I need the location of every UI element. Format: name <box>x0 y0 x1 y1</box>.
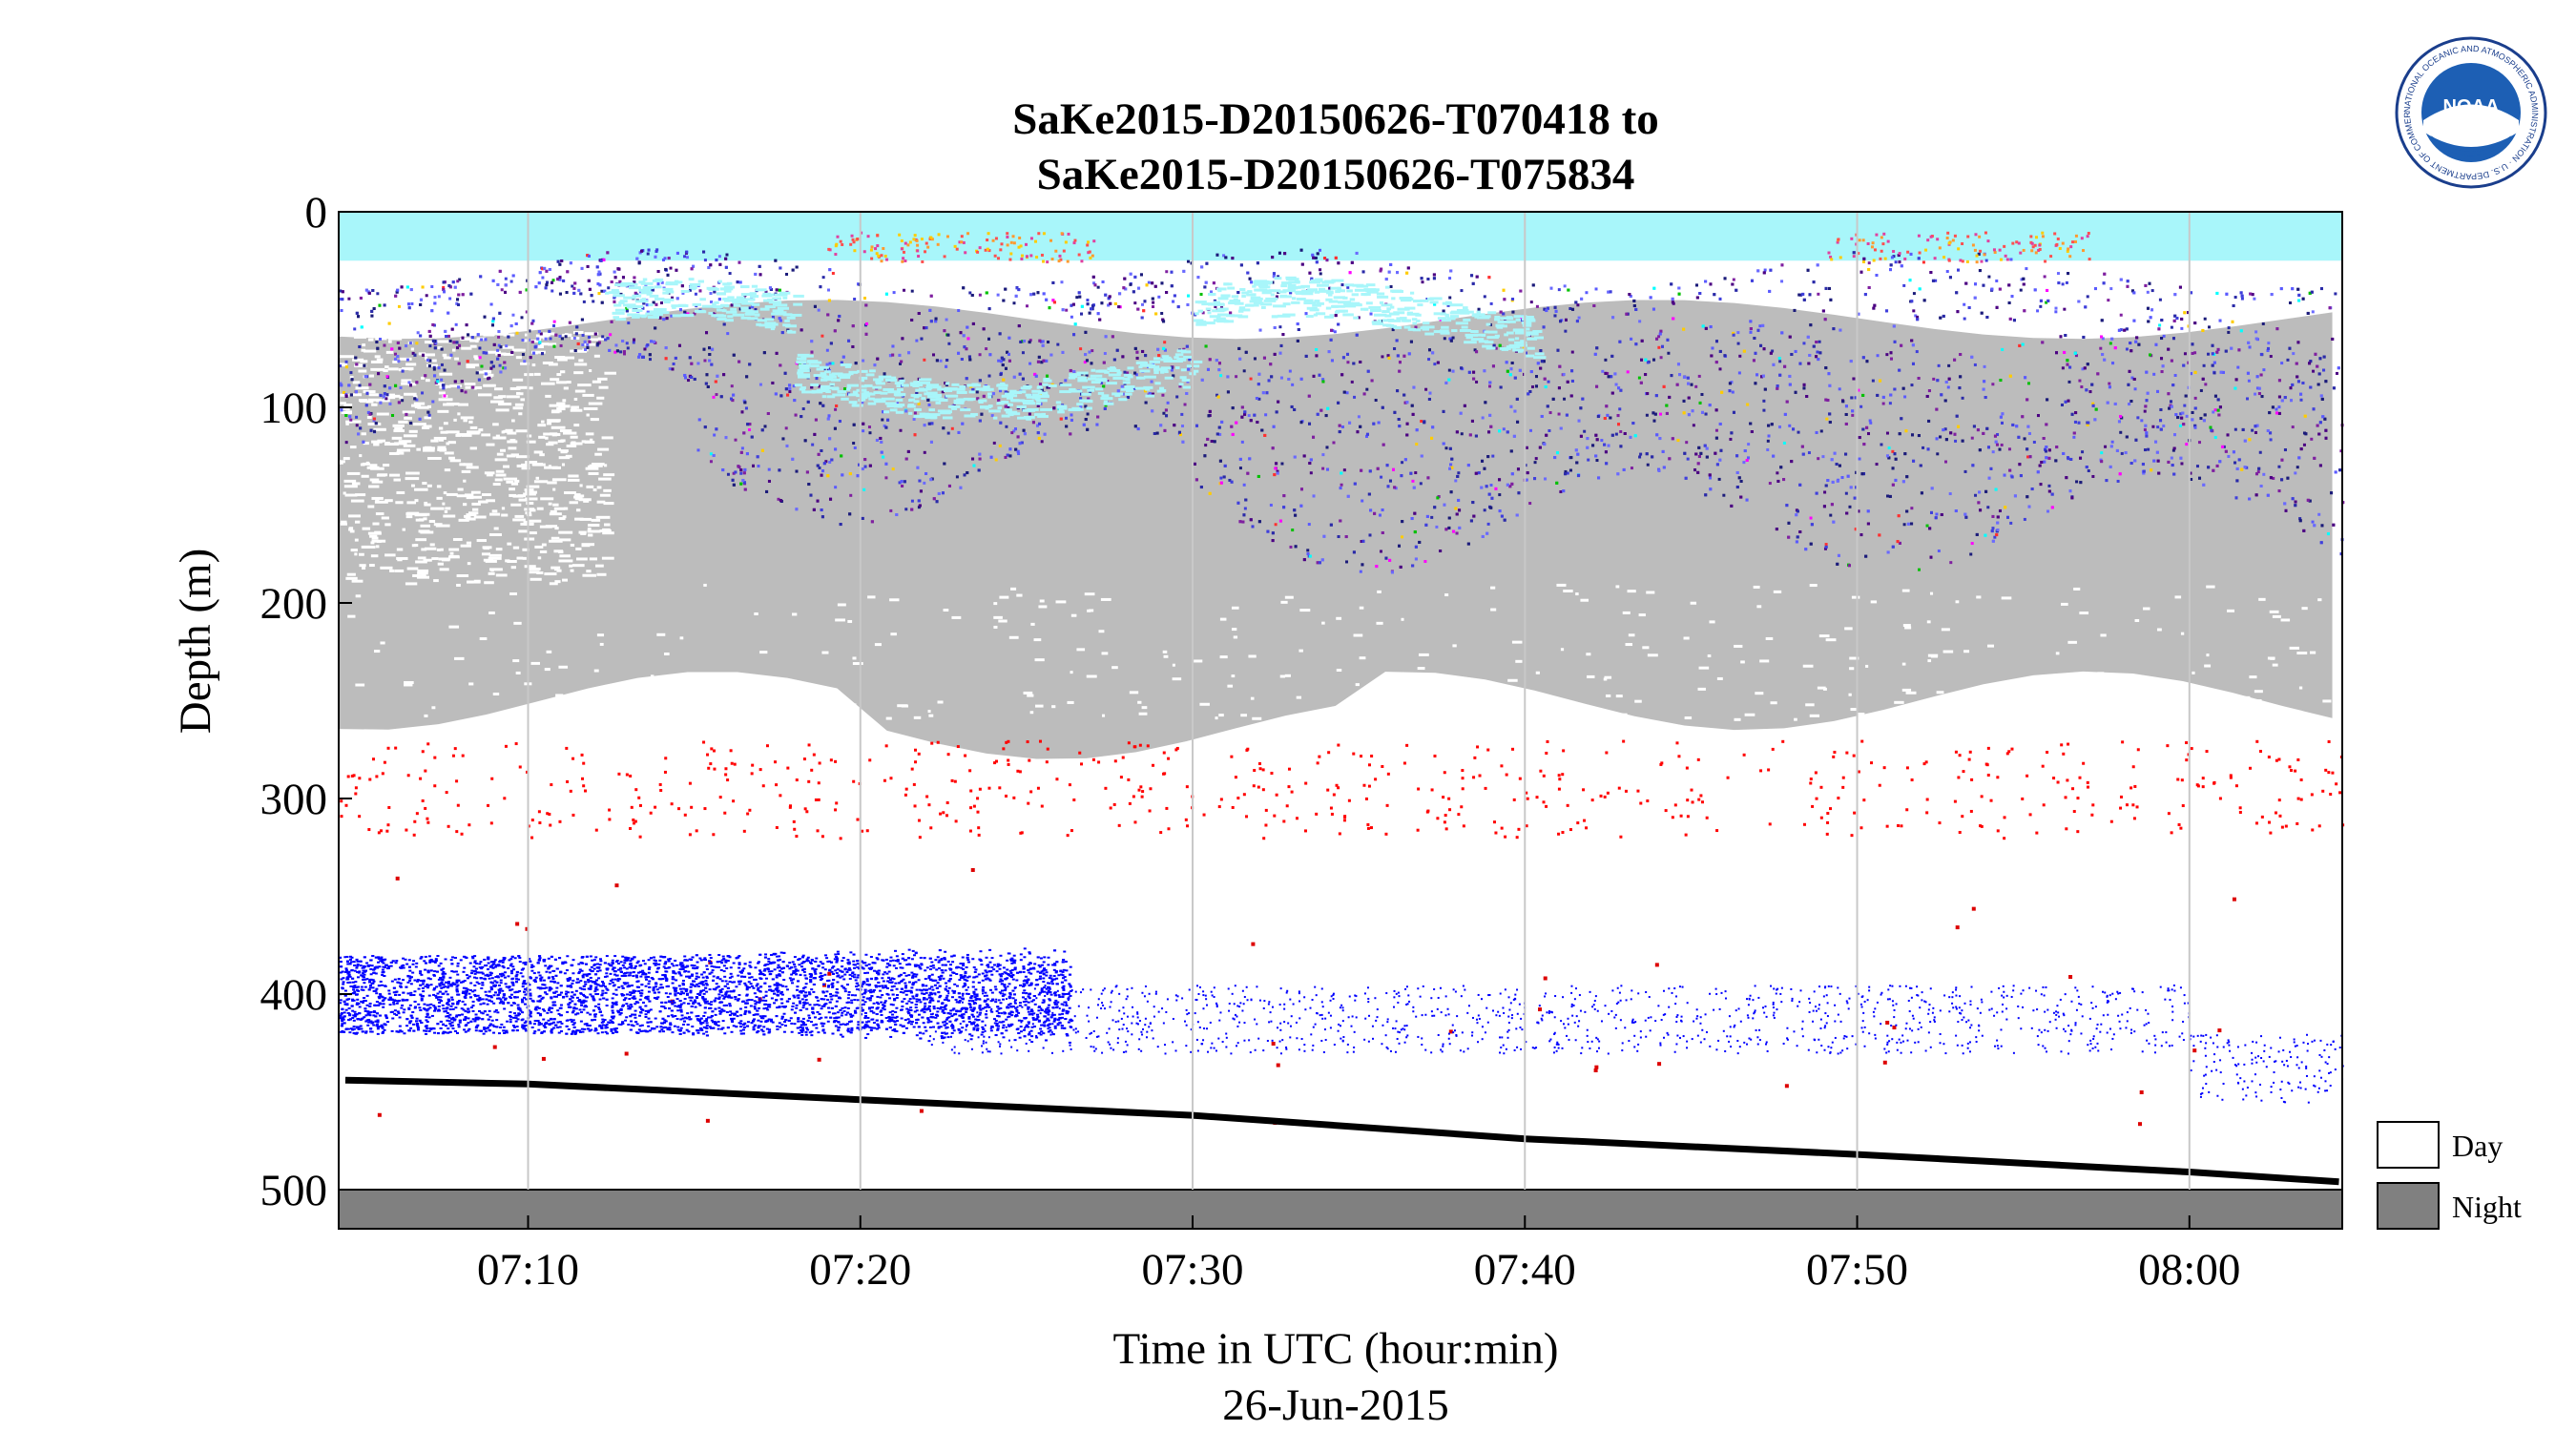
x-tick-label: 07:40 <box>1474 1245 1576 1295</box>
y-tick-label: 400 <box>260 970 328 1020</box>
x-tick-label: 07:10 <box>477 1245 579 1295</box>
legend-night-label: Night <box>2452 1190 2522 1224</box>
legend: Day Night <box>2377 1121 2522 1230</box>
upper-layer-gaps <box>604 276 1547 421</box>
x-tick-label: 08:00 <box>2138 1245 2240 1295</box>
chart-title-line-1: SaKe2015-D20150626-T070418 to <box>1012 94 1659 144</box>
plot-area <box>338 211 2345 1230</box>
noaa-logo: NATIONAL OCEANIC AND ATMOSPHERIC ADMINIS… <box>2395 36 2547 189</box>
x-tick-label: 07:50 <box>1806 1245 1908 1295</box>
y-tick-label: 300 <box>260 775 328 824</box>
day-night-bar <box>338 1189 2343 1230</box>
deep-scattering-layer <box>339 947 2344 1104</box>
y-tick-label: 100 <box>260 384 328 433</box>
legend-night-swatch <box>2377 1182 2440 1230</box>
logo-text: NOAA <box>2443 96 2500 117</box>
x-axis-ticks: 07:10 07:20 07:30 07:40 07:50 08:00 <box>477 1215 2240 1295</box>
weak-echo-flecks <box>339 329 2341 722</box>
diffuse-scattering-layer <box>339 300 2333 759</box>
x-axis-label: Time in UTC (hour:min) <box>1113 1324 1559 1374</box>
y-tick-label: 500 <box>260 1166 328 1215</box>
surface-layer <box>339 212 2342 261</box>
y-tick-label: 0 <box>305 188 328 238</box>
legend-day-label: Day <box>2452 1129 2503 1163</box>
x-tick-label: 07:20 <box>809 1245 911 1295</box>
legend-day-swatch <box>2377 1121 2440 1169</box>
y-axis-ticks: 0 100 200 300 400 500 <box>260 188 352 1215</box>
red-scattered-echoes <box>340 739 2345 1127</box>
y-tick-label: 200 <box>260 579 328 629</box>
plot-frame <box>338 211 2343 1230</box>
x-axis-date: 26-Jun-2015 <box>1222 1380 1449 1430</box>
chart-title-line-2: SaKe2015-D20150626-T075834 <box>1037 150 1635 199</box>
x-tick-label: 07:30 <box>1141 1245 1243 1295</box>
y-axis-label: Depth (m) <box>171 549 220 734</box>
surface-strong-echoes <box>827 231 2091 264</box>
bottom-line <box>344 1076 2339 1186</box>
